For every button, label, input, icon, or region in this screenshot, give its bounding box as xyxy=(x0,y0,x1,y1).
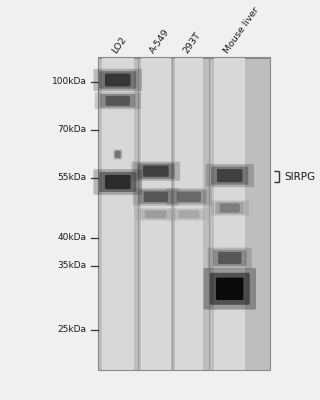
FancyBboxPatch shape xyxy=(114,150,122,159)
Text: LO2: LO2 xyxy=(110,35,128,55)
FancyBboxPatch shape xyxy=(137,164,174,179)
FancyBboxPatch shape xyxy=(217,169,243,182)
Text: A-549: A-549 xyxy=(148,27,172,55)
FancyBboxPatch shape xyxy=(166,188,212,206)
FancyBboxPatch shape xyxy=(95,92,141,109)
Text: Mouse liver: Mouse liver xyxy=(222,5,261,55)
Bar xyxy=(175,58,203,370)
FancyBboxPatch shape xyxy=(210,273,250,305)
FancyBboxPatch shape xyxy=(177,192,201,202)
FancyBboxPatch shape xyxy=(105,175,131,189)
Text: 25kDa: 25kDa xyxy=(58,326,87,334)
FancyBboxPatch shape xyxy=(115,151,121,158)
FancyBboxPatch shape xyxy=(211,200,249,216)
FancyBboxPatch shape xyxy=(106,96,130,106)
Text: 55kDa: 55kDa xyxy=(58,174,87,182)
Text: 100kDa: 100kDa xyxy=(52,78,87,86)
FancyBboxPatch shape xyxy=(171,190,206,204)
FancyBboxPatch shape xyxy=(105,74,131,86)
FancyBboxPatch shape xyxy=(205,164,254,187)
FancyBboxPatch shape xyxy=(145,210,167,218)
Text: SIRPG: SIRPG xyxy=(284,172,315,182)
FancyBboxPatch shape xyxy=(93,169,142,195)
Bar xyxy=(214,58,245,370)
FancyBboxPatch shape xyxy=(218,252,242,264)
FancyBboxPatch shape xyxy=(99,71,136,89)
FancyBboxPatch shape xyxy=(204,268,256,310)
FancyBboxPatch shape xyxy=(213,250,247,266)
FancyBboxPatch shape xyxy=(215,202,244,214)
FancyBboxPatch shape xyxy=(113,149,122,160)
FancyBboxPatch shape xyxy=(135,208,176,221)
FancyBboxPatch shape xyxy=(133,188,179,206)
FancyBboxPatch shape xyxy=(220,203,240,213)
FancyBboxPatch shape xyxy=(211,166,248,185)
FancyBboxPatch shape xyxy=(132,162,180,181)
FancyBboxPatch shape xyxy=(216,278,244,300)
Text: 70kDa: 70kDa xyxy=(58,126,87,134)
FancyBboxPatch shape xyxy=(169,208,209,221)
FancyBboxPatch shape xyxy=(99,172,136,192)
FancyBboxPatch shape xyxy=(143,166,169,177)
FancyBboxPatch shape xyxy=(208,248,252,268)
Bar xyxy=(98,58,270,370)
Bar xyxy=(102,58,134,370)
FancyBboxPatch shape xyxy=(173,209,204,220)
FancyBboxPatch shape xyxy=(140,209,172,220)
Text: 293T: 293T xyxy=(181,30,203,55)
Text: 40kDa: 40kDa xyxy=(58,234,87,242)
FancyBboxPatch shape xyxy=(138,190,173,204)
Bar xyxy=(141,58,171,370)
FancyBboxPatch shape xyxy=(93,69,142,91)
Text: 35kDa: 35kDa xyxy=(58,262,87,270)
FancyBboxPatch shape xyxy=(144,192,168,202)
FancyBboxPatch shape xyxy=(178,210,199,218)
FancyBboxPatch shape xyxy=(100,94,135,108)
